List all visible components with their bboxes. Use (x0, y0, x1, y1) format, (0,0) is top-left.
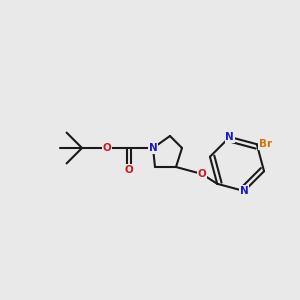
Text: N: N (240, 186, 249, 196)
Text: O: O (124, 165, 134, 175)
Text: N: N (148, 143, 158, 153)
Text: Br: Br (259, 139, 272, 149)
Text: O: O (198, 169, 206, 179)
Text: O: O (103, 143, 111, 153)
Text: N: N (225, 132, 234, 142)
